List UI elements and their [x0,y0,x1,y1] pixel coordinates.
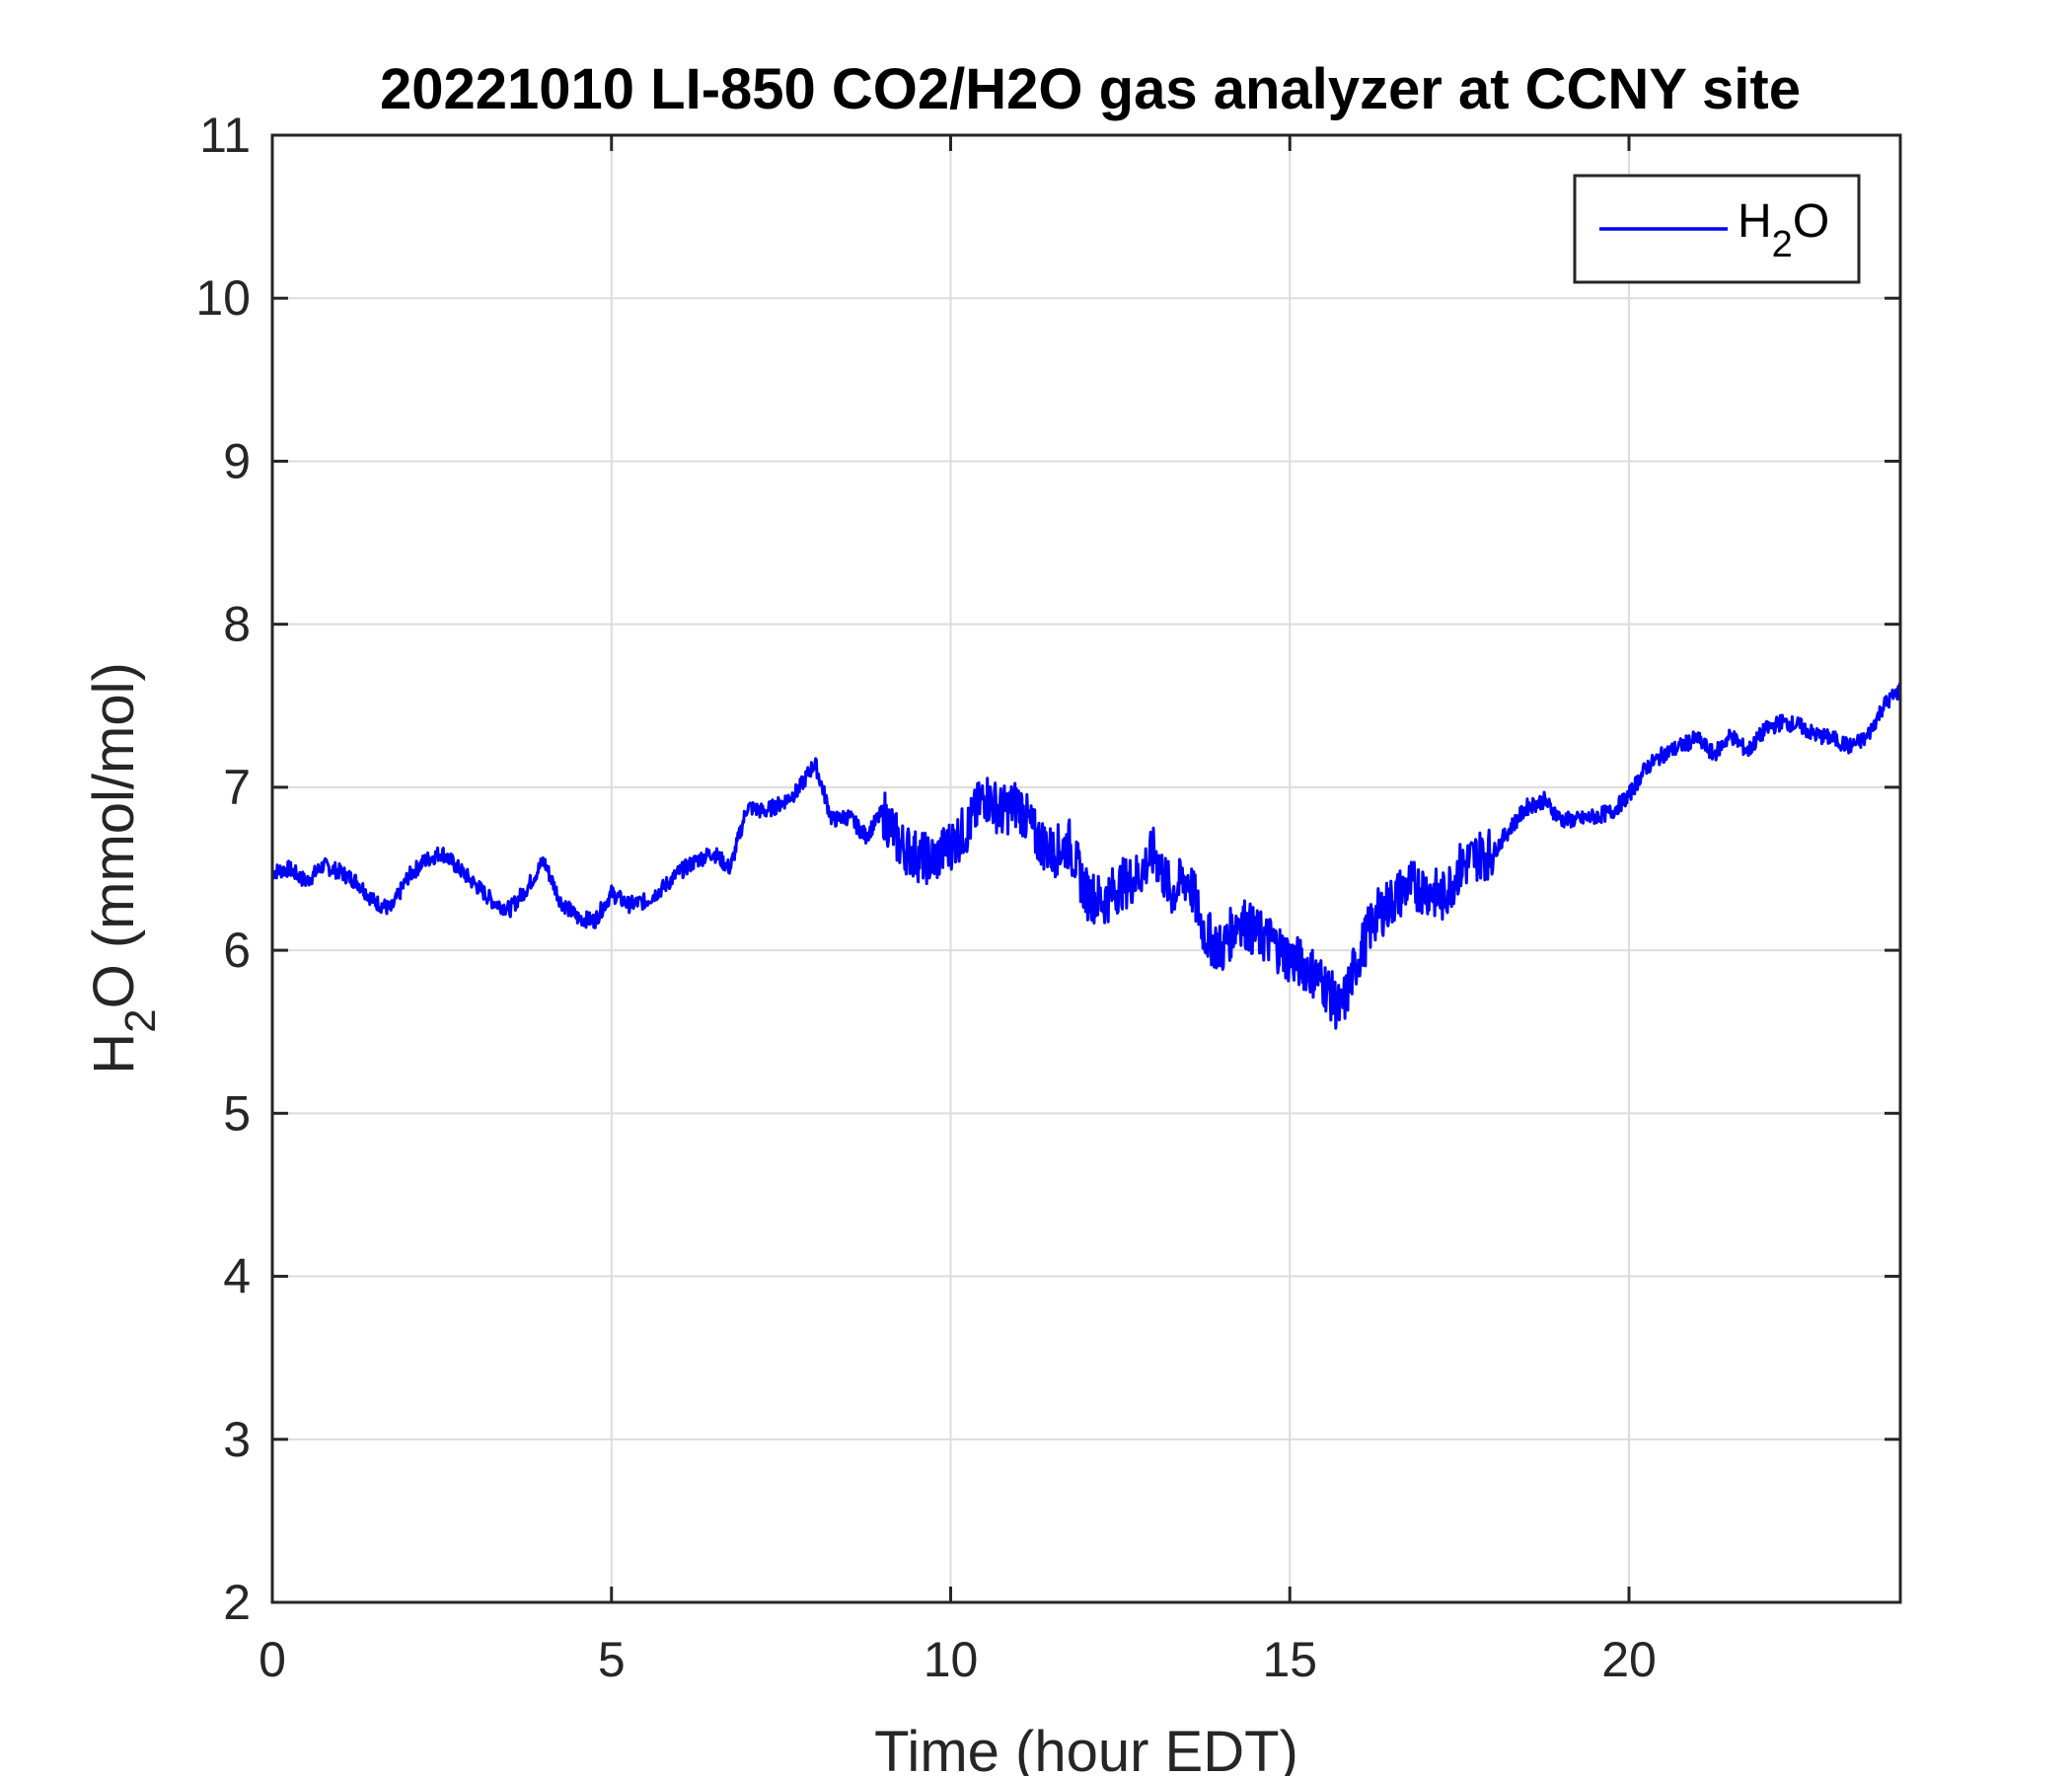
y-tick-label: 9 [223,433,251,488]
y-tick-labels: 2 3 4 5 6 7 8 9 10 11 [195,108,251,1630]
x-tick-label: 20 [1601,1632,1657,1687]
legend-label-rest: O [1793,195,1829,248]
y-tick-label: 10 [195,270,251,326]
y-axis-label-rest: O (mmol/mol) [82,662,146,1008]
y-tick-label: 5 [223,1085,251,1141]
legend-label-h2o: H2O [1738,195,1829,265]
y-tick-label: 11 [199,108,251,163]
x-tick-labels: 0 5 10 15 20 [259,1632,1657,1687]
y-tick-label: 7 [223,760,251,815]
y-axis-label-subscript: 2 [116,1008,165,1032]
legend-label-subscript: 2 [1772,224,1793,265]
x-tick-label: 0 [259,1632,286,1687]
x-tick-label: 10 [924,1632,979,1687]
series-line-h2o [270,682,1902,1030]
chart-title: 20221010 LI-850 CO2/H2O gas analyzer at … [380,57,1801,121]
legend: H2O [1573,174,1861,284]
series-layer [270,682,1902,1030]
y-axis-label-main: H [82,1033,146,1074]
plot-frame [270,133,1902,1604]
x-tick-label: 15 [1262,1632,1317,1687]
y-axis-label: H2O (mmol/mol) [82,662,165,1074]
y-tick-label: 6 [223,923,251,978]
x-tick-label: 5 [598,1632,626,1687]
y-tick-label: 4 [223,1249,251,1304]
x-axis-label: Time (hour EDT) [874,1720,1298,1776]
y-tick-label: 8 [223,597,251,652]
grid-lines [272,135,1900,1602]
tick-marks [270,133,1900,1604]
y-tick-label: 3 [223,1412,251,1467]
y-tick-label: 2 [223,1575,251,1630]
legend-label-main: H [1738,195,1772,248]
